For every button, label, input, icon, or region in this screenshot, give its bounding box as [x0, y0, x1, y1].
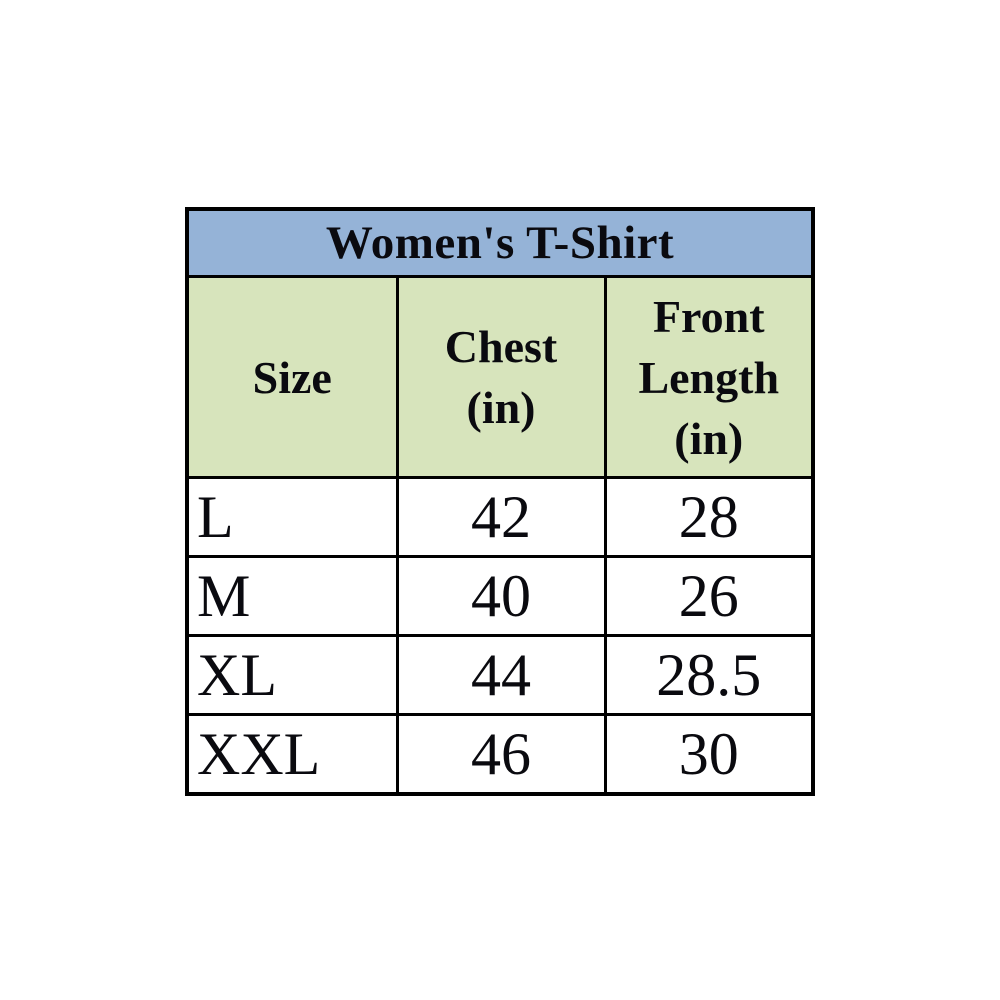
header-line: Size — [252, 351, 332, 403]
size-cell: XL — [185, 634, 399, 716]
header-line: Length — [638, 351, 780, 403]
chest-cell: 44 — [395, 634, 607, 716]
front-length-cell: 28 — [603, 476, 815, 558]
size-cell: M — [185, 555, 399, 637]
size-cell: L — [185, 476, 399, 558]
front-length-cell: 26 — [603, 555, 815, 637]
table-row-m: M 40 26 — [185, 555, 815, 637]
column-header-chest: Chest (in) — [395, 275, 607, 479]
size-chart-table: Women's T-Shirt Size Chest (in) Front Le… — [185, 207, 816, 796]
title-row: Women's T-Shirt — [185, 207, 815, 278]
table-row-xl: XL 44 28.5 — [185, 634, 815, 716]
column-header-front-length: Front Length (in) — [603, 275, 815, 479]
front-length-cell: 28.5 — [603, 634, 815, 716]
size-cell: XXL — [185, 713, 399, 796]
header-line: (in) — [466, 382, 536, 433]
column-header-size: Size — [185, 275, 399, 479]
table-title: Women's T-Shirt — [185, 207, 815, 278]
chest-cell: 42 — [395, 476, 607, 558]
header-line: Chest — [444, 321, 558, 372]
header-line: (in) — [674, 412, 744, 464]
header-row: Size Chest (in) Front Length (in) — [185, 275, 815, 479]
table-row-xxl: XXL 46 30 — [185, 713, 815, 796]
front-length-cell: 30 — [603, 713, 815, 796]
chest-cell: 40 — [395, 555, 607, 637]
header-line: Front — [652, 290, 765, 342]
table-row-l: L 42 28 — [185, 476, 815, 558]
chest-cell: 46 — [395, 713, 607, 796]
